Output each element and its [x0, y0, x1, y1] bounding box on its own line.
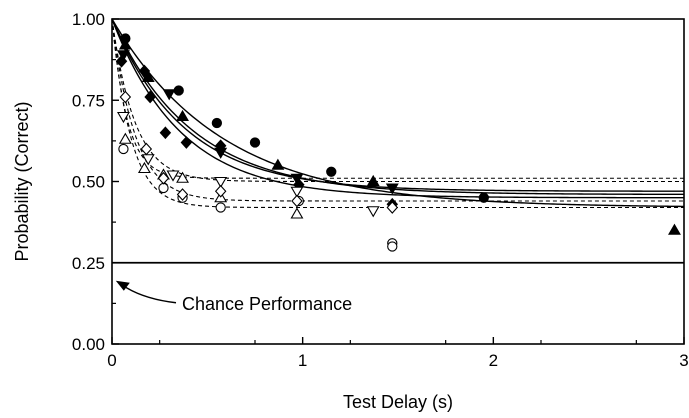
data-point [180, 136, 193, 149]
data-point [157, 171, 170, 185]
fit-curve-1 [111, 18, 685, 208]
fit-curves [111, 18, 685, 209]
data-point [159, 126, 172, 140]
data-point [290, 207, 304, 219]
data-point [290, 173, 304, 185]
data-point [144, 90, 156, 104]
x-tick-label: 1 [298, 351, 307, 370]
fit-curve-5 [111, 18, 684, 209]
data-point [214, 139, 227, 153]
x-axis-label: Test Delay (s) [343, 392, 453, 412]
data-point [249, 137, 261, 148]
data-point [141, 70, 155, 83]
fit-curve-8 [111, 18, 684, 202]
data-point [141, 154, 155, 166]
y-tick-label: 0.00 [72, 335, 105, 354]
x-tick-label: 3 [679, 351, 688, 370]
data-point [166, 170, 180, 182]
y-tick-label: 0.50 [72, 173, 105, 192]
data-point [115, 54, 128, 68]
data-point [140, 142, 153, 156]
data-point [366, 174, 380, 187]
data-points [115, 33, 681, 252]
data-point [176, 171, 190, 183]
fit-curve-4 [111, 18, 684, 199]
fit-curve-7 [111, 18, 684, 179]
data-point [211, 117, 223, 129]
data-point [478, 192, 489, 203]
data-point [290, 186, 304, 198]
annotation-arrowhead [115, 280, 130, 291]
data-point [118, 38, 132, 50]
data-point [215, 202, 226, 213]
annotation-arrow [121, 284, 177, 304]
data-point [116, 50, 130, 62]
fit-curve-2 [111, 18, 685, 192]
data-point [386, 201, 399, 214]
data-point [271, 158, 285, 170]
y-tick-label: 1.00 [72, 10, 105, 29]
x-tick-label: 2 [489, 351, 498, 370]
annotation-text: Chance Performance [182, 294, 352, 314]
x-tick-label: 0 [107, 351, 116, 370]
y-tick-label: 0.25 [72, 254, 105, 273]
data-point [176, 188, 189, 201]
data-point [366, 206, 380, 218]
data-point [668, 223, 681, 235]
fit-curve-6 [111, 18, 684, 183]
x-axis-ticks: 0 1 2 3 [107, 337, 689, 370]
data-point [158, 182, 169, 194]
data-point [116, 111, 130, 124]
data-point [173, 85, 184, 96]
fit-curve-3 [111, 18, 684, 196]
data-point [137, 161, 151, 174]
y-tick-label: 0.75 [72, 91, 105, 110]
data-point [138, 64, 151, 78]
data-point [162, 89, 176, 101]
chance-annotation: Chance Performance [115, 280, 352, 314]
data-point [387, 241, 398, 252]
data-point [118, 143, 129, 155]
data-point [326, 166, 337, 177]
data-point [119, 90, 132, 104]
data-point [214, 176, 228, 189]
y-axis-label: Probability (Correct) [12, 101, 32, 261]
y-axis-ticks: 0.00 0.25 0.50 0.75 1.00 [72, 10, 119, 354]
data-point [118, 132, 132, 144]
data-point [385, 183, 399, 195]
data-point [214, 184, 227, 198]
data-point [176, 109, 190, 122]
data-point [291, 194, 303, 208]
